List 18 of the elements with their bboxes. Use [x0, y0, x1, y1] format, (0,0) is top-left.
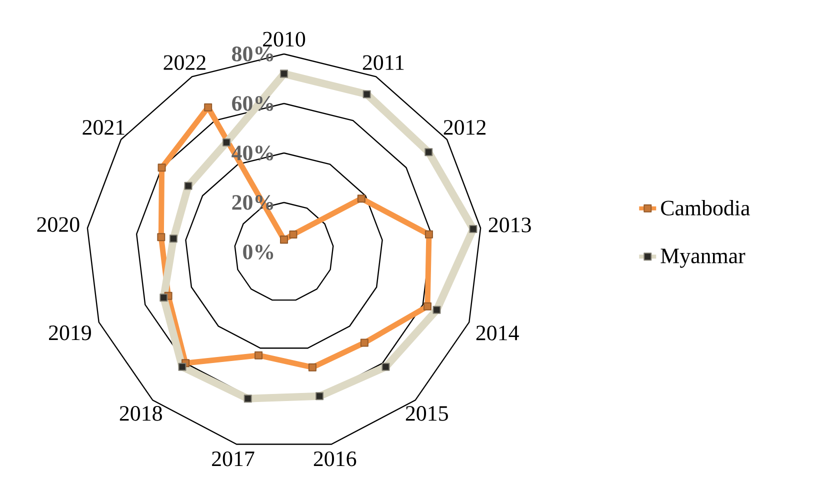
spoke-label: 2019: [49, 325, 91, 340]
spoke-label: 2010: [263, 32, 306, 47]
spoke-label: 2016: [314, 451, 356, 466]
spoke-label: 2020: [37, 217, 80, 232]
legend-label: Cambodia: [661, 200, 750, 216]
spoke-label: 2012: [444, 120, 486, 135]
spoke-label: 2014: [476, 326, 519, 340]
spoke-label: 2017: [212, 451, 254, 466]
legend-label: Myanmar: [660, 248, 746, 268]
spoke-label: 2011: [362, 55, 404, 70]
spoke-label: 2022: [164, 55, 206, 70]
y-tick-label: 60%: [232, 96, 274, 111]
spoke-label: 2015: [406, 406, 448, 421]
spoke-label: 2018: [120, 406, 162, 421]
y-tick-label: 80%: [232, 46, 274, 62]
spoke-label: 2021: [82, 120, 124, 135]
y-tick-label: 0%: [243, 244, 274, 260]
spoke-label: 2013: [488, 218, 531, 232]
